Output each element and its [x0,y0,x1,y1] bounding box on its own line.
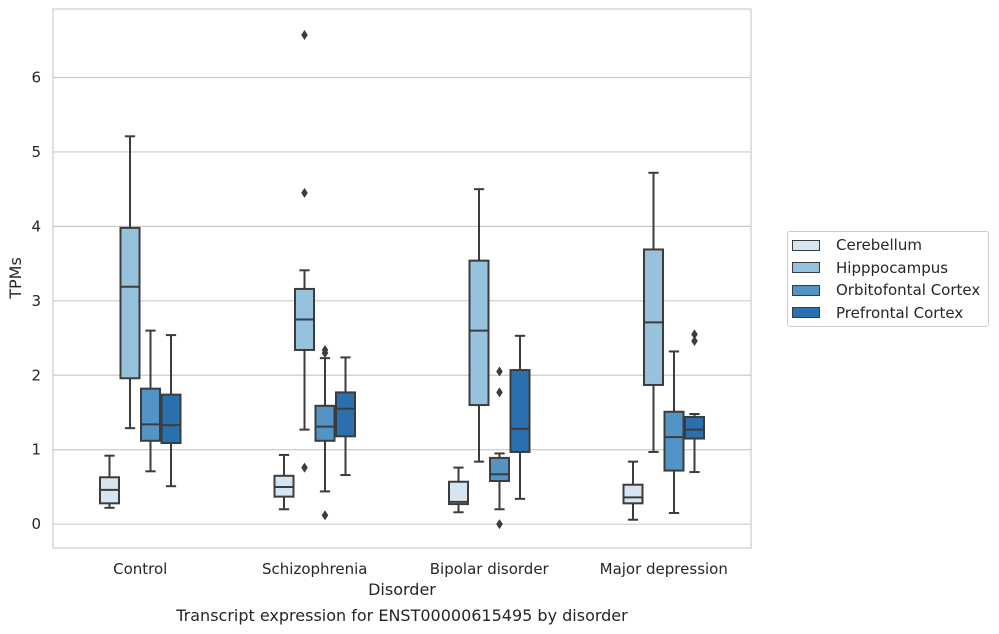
y-tick-label: 2 [31,366,41,384]
legend: Cerebellum Hipppocampus Orbitofontal Corte… [787,231,989,327]
outlier-point [301,462,308,473]
x-tick-label: Control [113,560,167,578]
legend-item: Cerebellum [792,235,922,255]
box-series [99,30,705,530]
iqr-box [119,226,141,380]
iqr-box [684,415,705,440]
iqr-box [140,387,161,442]
box-cerebellum [622,460,644,521]
legend-swatch [792,284,820,296]
x-tick-label: Major depression [600,560,728,578]
y-tick-label: 6 [31,68,41,86]
legend-label: Cerebellum [836,236,922,254]
x-tick-label: Schizophrenia [262,560,367,578]
legend-label: Hipppocampus [836,258,949,277]
y-axis-title: TPMs [6,257,25,300]
legend-swatch [792,239,820,251]
outlier-point [301,30,308,41]
box-orbitofontal-cortex [489,366,510,530]
iqr-box [663,410,685,472]
outlier-point [691,329,698,340]
box-hipppocampus [294,30,315,473]
y-tick-labels: 0 1 2 3 4 5 6 [31,68,41,533]
outlier-point [496,519,503,530]
box-prefrontal-cortex [160,334,182,488]
box-prefrontal-cortex [684,329,705,474]
outlier-point [321,510,329,521]
box-orbitofontal-cortex [663,350,685,515]
y-tick-label: 1 [31,441,41,459]
iqr-box [509,369,531,453]
iqr-box [643,248,664,386]
legend-label: Orbitofontal Cortex [836,281,981,299]
box-hipppocampus [468,188,490,463]
box-hipppocampus [119,135,141,430]
x-tick-labels: Control Schizophrenia Bipolar disorder Majo… [113,560,728,578]
y-tick-label: 5 [31,143,41,161]
outlier-point [301,187,308,198]
iqr-box [160,393,182,445]
box-cerebellum [99,454,120,509]
y-tick-label: 3 [31,292,41,310]
outlier-point [496,387,503,398]
y-tick-label: 0 [31,515,41,533]
x-tick-label: Bipolar disorder [430,560,550,578]
box-hipppocampus [643,171,664,453]
gridlines [53,76,751,525]
x-axis-title: Disorder [368,580,436,599]
iqr-box [489,456,510,482]
legend-item: Hipppocampus [792,258,948,278]
legend-swatch [792,262,820,273]
outlier-point [496,366,503,377]
box-prefrontal-cortex [335,356,356,477]
iqr-box [314,404,336,442]
outlier-point [691,336,698,347]
box-orbitofontal-cortex [140,329,161,473]
legend-item: Prefrontal Cortex [792,303,963,323]
iqr-box [622,483,644,505]
iqr-box [468,259,490,407]
chart-caption: Transcript expression for ENST0000061549… [176,606,628,625]
legend-item: Orbitofontal Cortex [792,280,980,300]
legend-swatch [792,307,820,318]
iqr-box [335,391,356,438]
plot-area-frame [52,8,752,549]
box-cerebellum [273,453,295,511]
iqr-box [448,480,469,506]
outlier-point [321,347,329,358]
legend-label: Prefrontal Cortex [836,303,964,322]
box-cerebellum [448,466,469,514]
box-prefrontal-cortex [509,334,531,500]
y-tick-label: 4 [31,217,41,235]
box-orbitofontal-cortex [314,344,336,521]
